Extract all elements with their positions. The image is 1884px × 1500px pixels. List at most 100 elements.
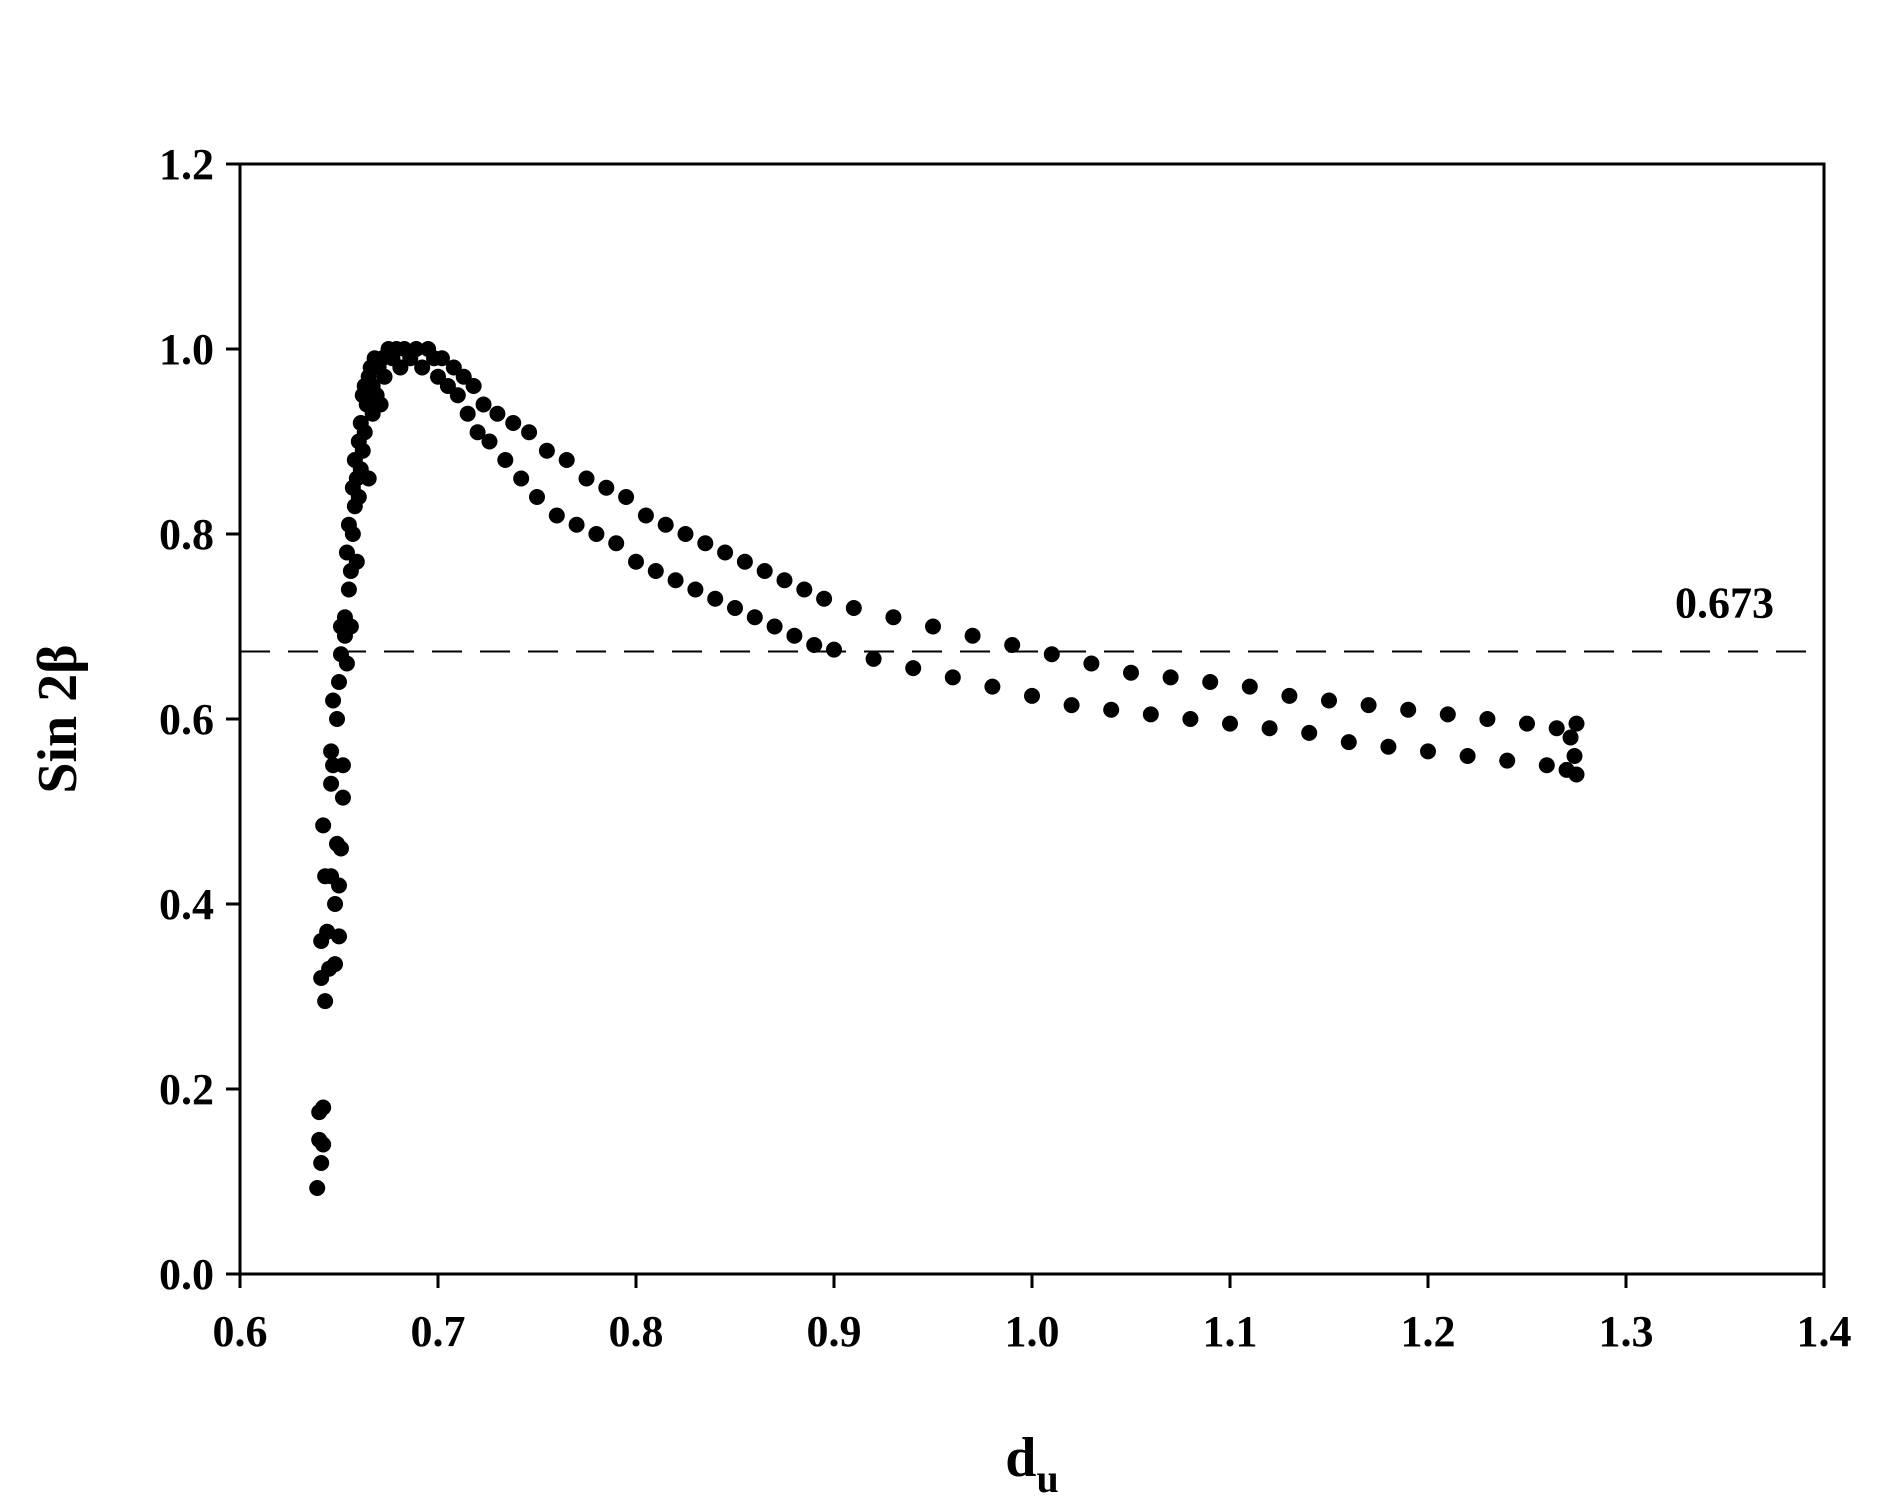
data-point — [608, 535, 625, 552]
data-point — [331, 877, 347, 894]
x-tick-label: 1.2 — [1401, 1307, 1456, 1356]
data-point — [327, 896, 344, 912]
data-point — [309, 1179, 326, 1196]
data-point — [315, 1136, 332, 1153]
data-point — [1568, 715, 1585, 732]
data-point — [637, 507, 654, 524]
data-point — [1360, 697, 1377, 714]
data-point — [578, 470, 595, 487]
data-point — [376, 368, 393, 385]
data-point — [1024, 687, 1040, 704]
data-point — [885, 609, 902, 626]
data-point — [513, 470, 530, 487]
data-point — [756, 563, 773, 579]
data-point — [459, 405, 476, 422]
data-point — [558, 452, 575, 468]
data-point — [529, 489, 545, 505]
data-point — [1499, 752, 1516, 769]
y-tick-label: 0.4 — [159, 880, 214, 929]
data-point — [1400, 701, 1417, 718]
data-point — [521, 424, 538, 441]
data-point — [697, 535, 714, 552]
data-point — [1241, 678, 1258, 695]
data-point — [481, 433, 498, 450]
data-point — [465, 378, 482, 394]
x-tick-label: 1.0 — [1005, 1307, 1060, 1356]
data-point — [1420, 743, 1436, 760]
data-point — [776, 572, 793, 589]
data-point — [348, 553, 365, 570]
data-point — [1301, 724, 1318, 741]
data-point — [332, 840, 349, 857]
data-point — [489, 405, 506, 422]
data-point — [1340, 734, 1357, 751]
data-point — [1380, 738, 1397, 755]
data-point — [667, 572, 684, 589]
data-point — [433, 350, 450, 367]
data-point — [786, 627, 803, 644]
data-point — [331, 928, 347, 945]
data-point — [1479, 711, 1496, 727]
data-point — [497, 452, 514, 468]
data-point — [408, 341, 425, 357]
data-point — [315, 817, 332, 834]
data-point — [548, 507, 565, 524]
y-tick-label: 1.2 — [159, 140, 214, 189]
y-tick-label: 1.0 — [159, 325, 214, 374]
data-point — [323, 775, 340, 792]
data-point — [354, 442, 371, 459]
reference-line-label: 0.673 — [1675, 578, 1774, 627]
data-point — [1538, 757, 1555, 774]
data-point — [746, 609, 763, 626]
data-point — [469, 424, 486, 441]
data-point — [944, 669, 961, 686]
data-point — [334, 757, 351, 774]
data-point — [628, 553, 644, 570]
data-point — [1568, 766, 1585, 783]
data-point — [1566, 748, 1583, 764]
data-point — [796, 581, 813, 598]
x-axis-title-main: d — [1005, 1427, 1036, 1489]
data-point — [647, 563, 664, 579]
x-axis-title-subscript: u — [1036, 1456, 1058, 1500]
data-point — [1548, 720, 1565, 737]
data-point — [1222, 715, 1238, 732]
data-point — [588, 526, 605, 542]
data-point — [845, 600, 862, 616]
data-point — [766, 618, 783, 635]
x-tick-label: 0.7 — [411, 1307, 466, 1356]
data-point — [1321, 692, 1337, 709]
data-point — [1562, 729, 1579, 746]
x-tick-label: 0.9 — [807, 1307, 862, 1356]
y-tick-label: 0.6 — [159, 695, 214, 744]
data-point — [687, 581, 704, 598]
y-axis-ticks: 0.0 0.2 0.4 0.6 0.8 1.0 1.2 — [159, 140, 240, 1299]
data-point — [1261, 720, 1278, 737]
data-point — [568, 516, 585, 533]
data-point — [677, 526, 694, 542]
data-point — [1519, 715, 1535, 732]
data-point — [356, 424, 373, 441]
y-tick-label: 0.2 — [159, 1065, 214, 1114]
data-point — [1182, 711, 1199, 727]
data-point — [1043, 646, 1060, 663]
data-point — [505, 415, 522, 431]
data-point — [816, 590, 833, 607]
data-points — [309, 341, 1585, 1196]
data-point — [327, 956, 344, 973]
x-axis-ticks: 0.6 0.7 0.8 0.9 1.0 1.1 1.2 1.3 1.4 — [213, 1274, 1852, 1356]
data-point — [736, 553, 753, 570]
data-point — [1281, 687, 1298, 704]
data-point — [984, 678, 1001, 695]
data-point — [334, 789, 351, 806]
data-point — [414, 359, 431, 376]
data-point — [826, 641, 842, 658]
x-tick-label: 0.8 — [609, 1307, 664, 1356]
data-point — [449, 387, 466, 404]
data-point — [1123, 664, 1139, 681]
x-tick-label: 1.3 — [1599, 1307, 1654, 1356]
data-point — [657, 516, 674, 533]
data-point — [865, 650, 882, 667]
data-point — [806, 637, 823, 653]
